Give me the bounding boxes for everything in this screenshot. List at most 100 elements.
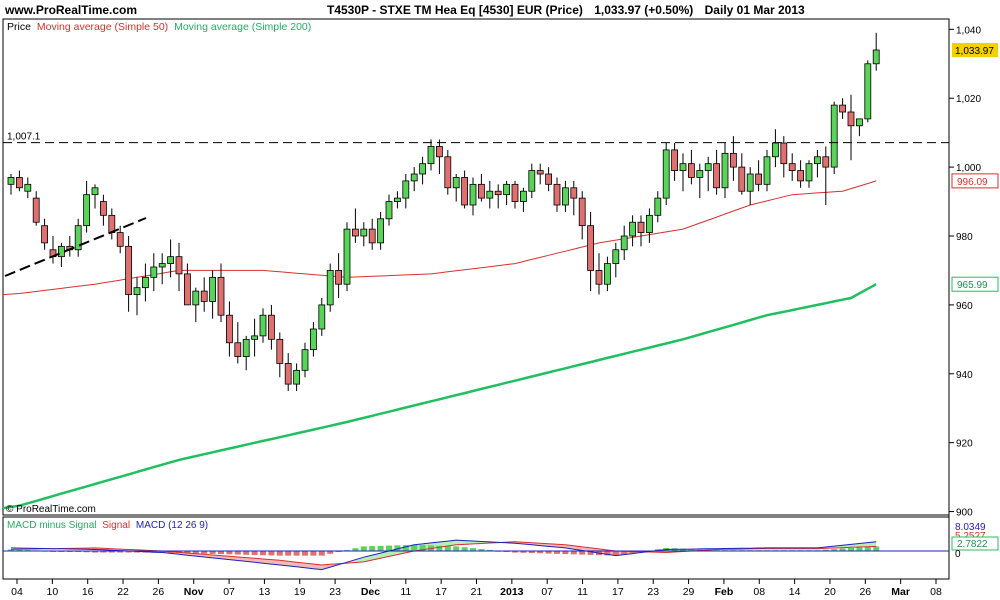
candle-body-up xyxy=(427,146,435,165)
macd-hist-bar xyxy=(604,551,611,556)
macd-hist-bar xyxy=(293,551,300,556)
candle-body-up xyxy=(167,256,175,264)
candle-body-up xyxy=(646,214,653,233)
legend-macd-line: MACD (12 26 9) xyxy=(136,520,208,531)
macd-hist-bar xyxy=(444,546,451,551)
macd-hist-bar xyxy=(587,551,594,555)
candle xyxy=(671,143,678,181)
candle-body-down xyxy=(335,270,343,285)
candle xyxy=(318,298,326,336)
macd-hist-bar xyxy=(251,551,258,555)
candle-body-down xyxy=(116,232,124,247)
x-tick-label: 11 xyxy=(400,586,411,598)
candle xyxy=(528,163,536,199)
candle xyxy=(814,149,821,178)
candle-body-up xyxy=(763,156,771,185)
macd-hist-bar xyxy=(159,551,166,553)
candle xyxy=(167,239,175,278)
candle xyxy=(477,174,485,202)
candle xyxy=(7,174,15,195)
x-tick-label: 26 xyxy=(859,586,871,598)
macd-hist-bar xyxy=(268,551,275,556)
macd-hist-bar xyxy=(402,545,409,551)
candle xyxy=(343,222,351,292)
candle-body-up xyxy=(158,263,166,268)
x-tick-label: 13 xyxy=(259,586,271,598)
candle xyxy=(629,215,636,247)
ma50-label: 996.09 xyxy=(957,177,988,188)
candle-body-up xyxy=(309,328,317,351)
legend-macd-hist: MACD minus Signal xyxy=(7,520,96,531)
candle xyxy=(419,156,427,185)
candle-body-down xyxy=(755,173,762,185)
candle xyxy=(351,208,359,243)
macd-hist-bar xyxy=(486,549,493,551)
macd-hist-bar xyxy=(688,549,695,551)
candle xyxy=(755,160,762,192)
candle-body-up xyxy=(293,369,301,385)
candle xyxy=(200,277,208,312)
macd-hist-bar xyxy=(554,551,560,554)
candle-body-down xyxy=(847,111,855,127)
candle-body-up xyxy=(360,228,368,237)
price-legend: Price Moving average (Simple 50) Moving … xyxy=(7,21,311,33)
candle xyxy=(822,146,830,205)
candle-body-down xyxy=(108,214,116,233)
candle xyxy=(511,180,519,209)
macd-hist-bar xyxy=(512,551,518,553)
candle xyxy=(713,149,720,195)
macd-hist-bar xyxy=(629,551,636,554)
candle-body-down xyxy=(276,338,284,364)
candle-body-up xyxy=(528,170,536,192)
x-tick-label: 19 xyxy=(294,586,306,598)
candle-body-down xyxy=(351,228,359,237)
candle xyxy=(242,335,250,371)
candle xyxy=(192,287,200,323)
candle-body-up xyxy=(259,314,267,337)
macd-hist-bar xyxy=(419,545,426,551)
candle-body-down xyxy=(183,273,191,306)
candle-body-down xyxy=(688,163,695,178)
candle xyxy=(393,191,401,209)
x-tick-label: Feb xyxy=(715,586,734,598)
macd-hist-bar xyxy=(352,548,359,551)
macd-fill xyxy=(271,559,280,565)
candle-body-up xyxy=(251,335,259,340)
macd-fill xyxy=(263,558,272,565)
x-tick-label: Dec xyxy=(361,586,380,598)
candle-body-up xyxy=(604,263,611,285)
macd-hist-bar xyxy=(260,551,266,556)
macd-hist-bar xyxy=(285,551,292,556)
candle xyxy=(385,194,393,226)
candle-body-down xyxy=(545,173,552,185)
candle xyxy=(150,253,158,292)
candle-body-up xyxy=(385,201,393,220)
macd-fill xyxy=(447,540,457,547)
candle xyxy=(595,253,603,295)
candle-body-down xyxy=(536,170,544,175)
candle xyxy=(293,363,301,391)
candle xyxy=(503,180,511,205)
macd-hist-bar xyxy=(310,551,317,556)
candle xyxy=(175,242,183,292)
macd-fill xyxy=(296,562,305,568)
x-tick-label: 20 xyxy=(824,586,836,598)
macd-hist-bar xyxy=(579,551,586,555)
candle xyxy=(133,277,141,316)
ma200-label-box xyxy=(951,276,999,292)
candle-body-down xyxy=(570,187,578,199)
macd-fill xyxy=(254,558,263,564)
candle xyxy=(788,153,796,181)
candle xyxy=(864,60,872,123)
candle xyxy=(360,222,368,247)
candle xyxy=(738,153,746,195)
candle-body-up xyxy=(24,183,32,192)
candle-body-up xyxy=(654,197,662,216)
macd-hist-bar xyxy=(192,551,199,554)
macd-fill xyxy=(867,541,877,547)
macd-hist-bar xyxy=(234,551,241,555)
candle xyxy=(125,236,132,312)
candle xyxy=(74,218,82,257)
candle-body-up xyxy=(520,190,527,202)
y-tick-label: 1,020 xyxy=(956,94,981,105)
